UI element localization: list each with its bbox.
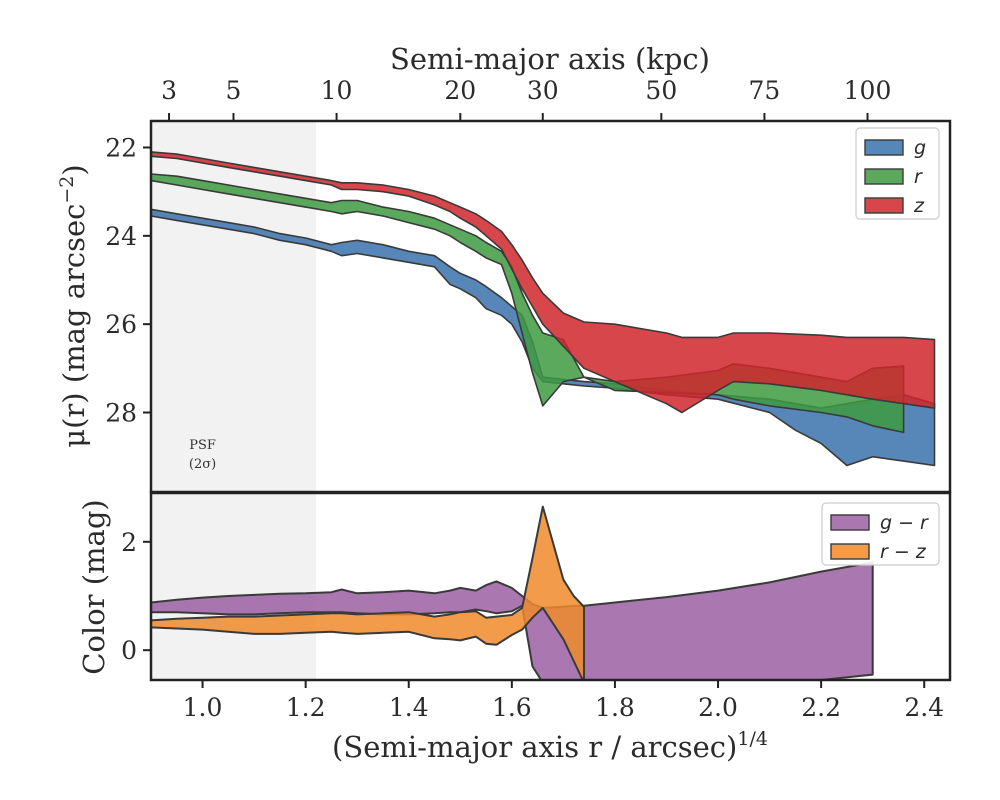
- top-tick-label: 20: [444, 76, 476, 105]
- bottom-x-tick-label: 2.2: [801, 693, 841, 722]
- top-tick-label: 30: [527, 76, 559, 105]
- legend-label: r: [914, 166, 923, 188]
- legend-swatch: [830, 543, 870, 560]
- surface-brightness-panel: 22 24 26 28 3 5 10 20 30 50 75 100 PSF (2σ) grz: [105, 76, 952, 494]
- legend-swatch: [864, 197, 904, 214]
- top-tick-label: 10: [321, 76, 353, 105]
- psf-label: PSF: [189, 438, 216, 453]
- upper-y-tick-label: 22: [105, 134, 137, 163]
- band-z: [150, 151, 936, 414]
- top-tick-label: 5: [226, 76, 242, 105]
- psf-sigma-label: (2σ): [189, 457, 216, 472]
- bottom-x-tick-label: 1.4: [389, 693, 429, 722]
- legend-swatch: [864, 168, 904, 185]
- bottom-x-tick-label: 2.0: [698, 693, 738, 722]
- top-tick-label: 50: [645, 76, 677, 105]
- lower-y-axis-title: Color (mag): [77, 499, 111, 674]
- legend-swatch: [830, 514, 870, 531]
- bottom-x-axis-title-main: (Semi-major axis r / arcsec): [332, 730, 737, 764]
- bottom-x-axis-title: (Semi-major axis r / arcsec)1/4: [332, 728, 768, 764]
- color-series: [151, 505, 874, 680]
- top-tick-label: 75: [749, 76, 781, 105]
- legend-label: r − z: [880, 541, 927, 563]
- legend-label: z: [913, 195, 925, 217]
- top-kpc-ticks: 3 5 10 20 30 50 75 100: [161, 76, 891, 121]
- band-r-minus-z: [151, 505, 585, 680]
- bottom-x-axis-title-exponent: 1/4: [737, 728, 768, 750]
- lower-y-ticks: 02: [121, 528, 151, 665]
- bottom-x-tick-label: 1.2: [286, 693, 326, 722]
- upper-y-tick-label: 24: [105, 222, 137, 251]
- band-g: [150, 208, 936, 467]
- bottom-x-tick-label: 1.0: [183, 693, 223, 722]
- top-tick-label: 3: [161, 76, 177, 105]
- legend-label: g: [914, 137, 926, 159]
- upper-y-ticks: 22 24 26 28: [105, 134, 151, 428]
- lower-y-tick-label: 2: [121, 528, 137, 557]
- legend-swatch: [864, 139, 904, 156]
- color-legend: g − r r − z: [821, 502, 940, 566]
- upper-y-tick-label: 28: [105, 399, 137, 428]
- band-r: [150, 173, 905, 434]
- upper-y-axis-title: μ(r) (mag arcsec−2): [56, 164, 91, 447]
- lower-panel-frame: [149, 491, 952, 682]
- top-axis-title: Semi-major axis (kpc): [390, 42, 710, 76]
- bottom-x-tick-label: 1.6: [492, 693, 532, 722]
- legend-label: g − r: [880, 512, 929, 534]
- upper-y-axis-title-main: μ(r) (mag arcsec: [57, 204, 91, 448]
- upper-y-axis-title-exponent: −2: [56, 176, 78, 204]
- surface-brightness-series: [150, 151, 936, 467]
- top-tick-label: 100: [844, 76, 892, 105]
- color-panel: 02 1.0 1.2 1.4 1.6 1.8 2.0 2.2 2.4 g − rr − z: [121, 491, 952, 722]
- bottom-x-tick-label: 2.4: [904, 693, 944, 722]
- upper-y-axis-title-close: ): [57, 164, 91, 175]
- surface-brightness-legend: grz: [855, 127, 940, 220]
- lower-y-tick-label: 0: [121, 636, 137, 665]
- bottom-x-ticks: 1.0 1.2 1.4 1.6 1.8 2.0 2.2 2.4: [183, 680, 944, 722]
- upper-y-tick-label: 26: [105, 310, 137, 339]
- psf-region-lower: [151, 493, 316, 680]
- bottom-x-tick-label: 1.8: [595, 693, 635, 722]
